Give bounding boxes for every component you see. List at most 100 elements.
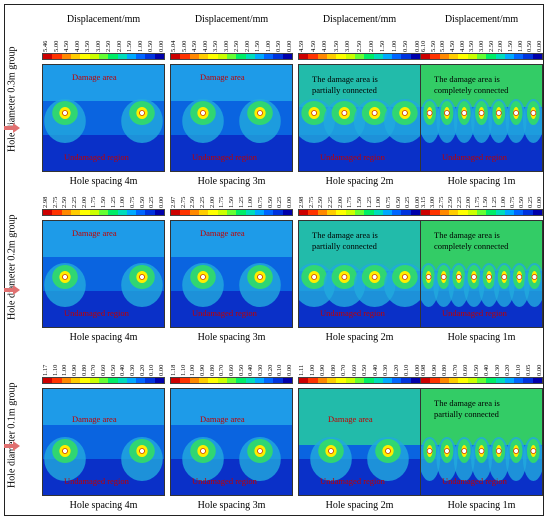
colorbar-swatch (61, 378, 71, 383)
borehole (455, 274, 462, 280)
colorbar-swatch (98, 54, 109, 59)
colorbar-swatch (171, 210, 181, 215)
colorbar-tick-label: 0.98 (420, 364, 427, 376)
colorbar-tick-label: 1.17 (42, 364, 49, 376)
colorbar (420, 53, 543, 60)
colorbar-swatch (382, 210, 393, 215)
colorbar-tick-label: 0.50 (472, 364, 480, 376)
colorbar-swatch (43, 210, 53, 215)
colorbar-tick-label: 2.25 (455, 196, 463, 208)
colorbar-tick-label: 0.10 (514, 364, 522, 376)
colorbar-swatch (108, 210, 118, 215)
colorbar-swatch (70, 378, 81, 383)
borehole (444, 448, 450, 454)
colorbar-swatch (523, 378, 533, 383)
colorbar-swatch (439, 378, 449, 383)
colorbar-tick-label: 1.25 (365, 196, 373, 208)
panel-caption: Hole spacing 2m (325, 500, 394, 511)
colorbar-tick-label: 1.18 (170, 364, 177, 376)
colorbar-tick-label: 0.20 (504, 364, 512, 376)
colorbar-tick-label: 0.50 (266, 196, 274, 208)
colorbar-swatch (495, 54, 505, 59)
colorbar-swatch (254, 378, 265, 383)
colorbar-swatch (430, 378, 440, 383)
colorbar-tick-label: 0.30 (382, 364, 390, 376)
colorbar-ticks: 1.17 1.10 1.00 0.90 0.80 0.70 0.60 0.50 0.40 0.30… (42, 352, 165, 376)
colorbar-swatch (108, 378, 118, 383)
colorbar-swatch (401, 54, 411, 59)
damage-annotation: Damage area (200, 414, 245, 424)
colorbar-swatch (392, 210, 402, 215)
colorbar-tick-label: 0.75 (128, 196, 136, 208)
borehole (495, 448, 502, 454)
undamaged-label: Undamaged region (442, 152, 507, 162)
colorbar-swatch (458, 54, 468, 59)
colorbar-swatch (136, 378, 146, 383)
colorbar-tick-label: 4.50 (448, 40, 456, 52)
colorbar-ticks: 1.18 1.10 1.00 0.90 0.80 0.70 0.60 0.50 0.40 0.30… (170, 352, 293, 376)
colorbar-tick-label: 0.30 (493, 364, 501, 376)
colorbar-swatch (345, 210, 355, 215)
colorbar-swatch (189, 210, 199, 215)
colorbar-tick-label: 2.97 (170, 196, 177, 208)
colorbar-tick-label: 1.50 (355, 196, 363, 208)
panel-caption: Hole spacing 2m (325, 332, 394, 343)
colorbar-swatch (98, 210, 109, 215)
figure-frame (4, 4, 544, 516)
colorbar-tick-label: 2.50 (317, 196, 325, 208)
colorbar-tick-label: 0.00 (157, 196, 165, 208)
colorbar-swatch (495, 378, 505, 383)
colorbar-swatch (245, 378, 255, 383)
colorbar-tick-label: 1.75 (346, 196, 354, 208)
colorbar-swatch (486, 210, 496, 215)
colorbar-tick-label: 0.50 (518, 196, 526, 208)
colorbar-swatch (89, 378, 99, 383)
colorbar-swatch (89, 54, 99, 59)
colorbar-tick-label: 1.00 (500, 196, 508, 208)
colorbar-swatch (154, 378, 165, 383)
damage-annotation: Damage area (72, 414, 117, 424)
colorbar-swatch (317, 378, 327, 383)
colorbar-tick-label: 2.75 (51, 196, 59, 208)
colorbar (420, 209, 543, 216)
colorbar-swatch (373, 210, 383, 215)
colorbar-tick-label: 0.25 (276, 196, 284, 208)
colorbar-swatch (180, 210, 190, 215)
colorbar-tick-label: 0.30 (256, 364, 264, 376)
colorbar-tick-label: 1.10 (179, 364, 187, 376)
borehole (257, 110, 263, 116)
damage-annotation: Damage area (200, 72, 245, 82)
colorbar-tick-label: 3.50 (212, 40, 220, 52)
colorbar-tick-label: 2.50 (487, 40, 495, 52)
colorbar-swatch (282, 210, 293, 215)
colorbar-tick-label: 5.04 (170, 40, 177, 52)
undamaged-label: Undamaged region (442, 476, 507, 486)
colorbar-ticks: 2.97 2.75 2.50 2.25 2.00 1.75 1.50 1.25 1.00 0.75… (170, 184, 293, 208)
colorbar-tick-label: 0.10 (148, 364, 156, 376)
colorbar-tick-label: 1.50 (254, 40, 262, 52)
colorbar-swatch (198, 378, 209, 383)
displacement-contour-plot (298, 64, 421, 172)
colorbar-tick-label: 3.50 (84, 40, 92, 52)
colorbar-tick-label: 4.50 (309, 40, 317, 52)
colorbar-swatch (264, 378, 274, 383)
damage-annotation: completely connected (434, 241, 509, 251)
colorbar-swatch (226, 54, 237, 59)
colorbar-tick-label: 0.20 (138, 364, 146, 376)
colorbar-swatch (336, 210, 346, 215)
colorbar-swatch (504, 54, 515, 59)
colorbar-tick-label: 2.98 (42, 196, 49, 208)
colorbar-tick-label: 5.46 (42, 40, 49, 52)
colorbar-tick-label: 2.50 (355, 40, 363, 52)
colorbar-ticks: 6.10 5.50 5.00 4.50 4.00 3.50 3.00 2.50 2.00 1.50… (420, 28, 543, 52)
colorbar-swatch (299, 378, 309, 383)
damage-annotation: The damage area is (434, 230, 500, 240)
colorbar-swatch (43, 54, 53, 59)
colorbar-tick-label: 0.05 (525, 364, 533, 376)
colorbar-swatch (217, 378, 227, 383)
colorbar-swatch (467, 210, 477, 215)
colorbar-swatch (117, 54, 127, 59)
colorbar-tick-label: 3.00 (94, 40, 102, 52)
colorbar-swatch (421, 378, 431, 383)
colorbar-tick-label: 0.00 (535, 40, 543, 52)
